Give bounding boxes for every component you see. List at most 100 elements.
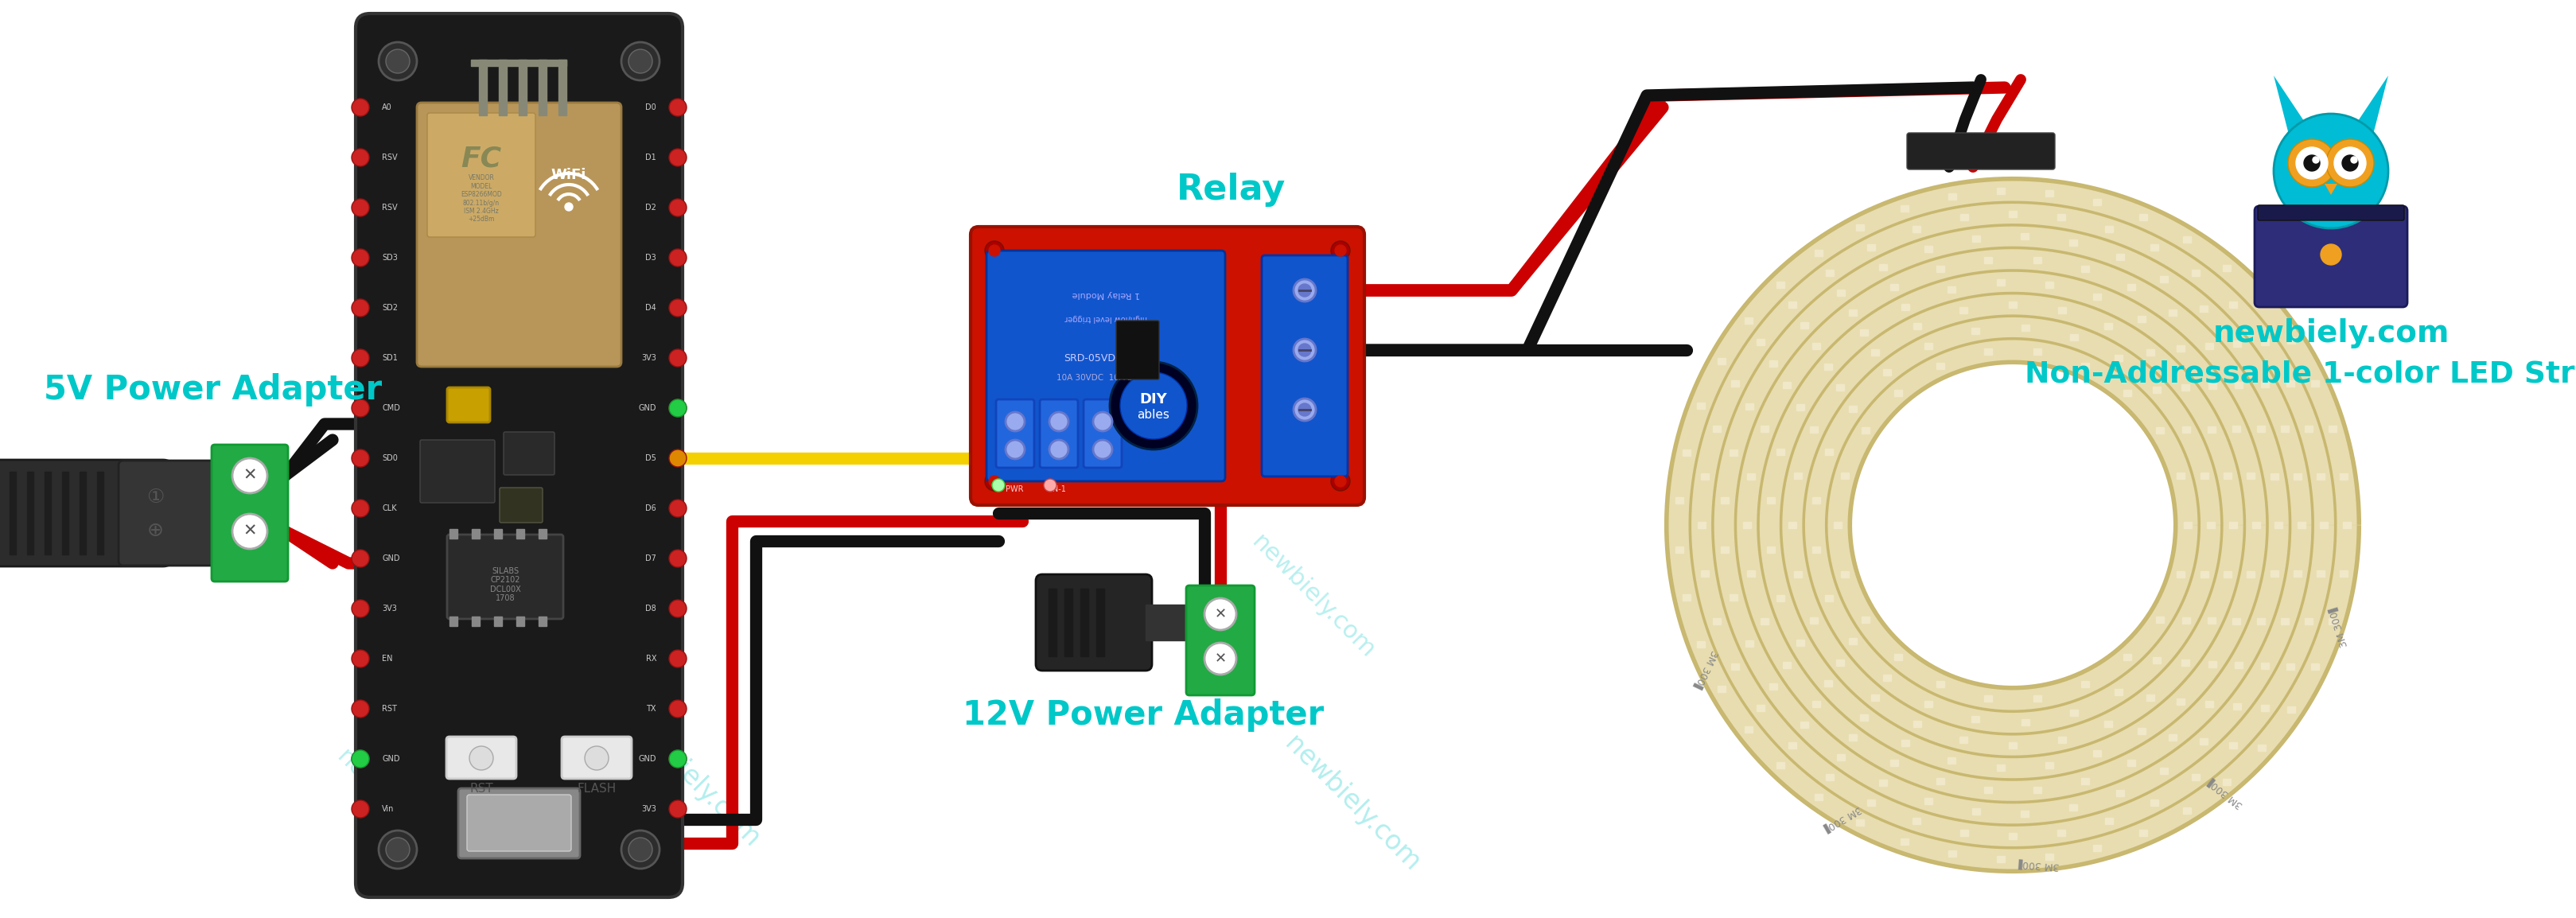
Bar [2223, 778, 2231, 785]
Circle shape [1293, 279, 1316, 301]
Bar [1947, 286, 1955, 293]
Bar [1883, 369, 1891, 375]
Bar [2257, 426, 2264, 432]
Bar [2069, 804, 2076, 811]
Bar [538, 60, 546, 116]
Circle shape [1005, 440, 1025, 459]
Bar [1728, 449, 1736, 455]
FancyBboxPatch shape [417, 103, 621, 366]
Bar [1878, 779, 1886, 786]
Circle shape [1206, 599, 1236, 630]
Bar [2321, 521, 2329, 528]
Bar [1860, 330, 1868, 336]
Bar [2311, 664, 2318, 670]
Bar [1814, 342, 1821, 349]
Bar [1826, 270, 1834, 276]
Text: SD1: SD1 [381, 354, 397, 362]
Bar [2257, 744, 2264, 751]
Text: SD0: SD0 [381, 454, 397, 462]
Bar [1837, 754, 1844, 760]
Bar [2182, 807, 2190, 813]
Circle shape [232, 514, 268, 549]
FancyBboxPatch shape [1041, 399, 1077, 468]
Bar [2275, 521, 2282, 528]
Bar [2208, 426, 2215, 432]
Circle shape [2334, 147, 2365, 179]
Circle shape [670, 750, 688, 767]
Bar [1747, 641, 1754, 647]
Bar [2022, 811, 2030, 817]
Bar [2233, 703, 2241, 710]
FancyBboxPatch shape [1036, 575, 1151, 671]
Bar [1824, 595, 1834, 601]
Circle shape [629, 837, 652, 861]
Bar [1947, 194, 1955, 199]
Bar [2269, 571, 2277, 577]
Bar [2081, 266, 2089, 273]
Text: Relay: Relay [1177, 173, 1285, 207]
Bar [1937, 266, 1945, 273]
Bar [2200, 473, 2208, 479]
Bar [2184, 521, 2192, 528]
Bar [2123, 389, 2130, 396]
Bar [1947, 757, 1955, 764]
Bar [2262, 663, 2269, 669]
Circle shape [1293, 339, 1316, 361]
Circle shape [670, 499, 688, 517]
Bar [1914, 323, 1922, 330]
Bar [1713, 618, 1721, 624]
Bar [1793, 571, 1801, 577]
Circle shape [1110, 362, 1198, 450]
Circle shape [621, 831, 659, 868]
Bar [1767, 498, 1775, 504]
Text: DIY: DIY [1139, 392, 1167, 407]
FancyBboxPatch shape [1262, 255, 1347, 476]
Bar [1924, 246, 1932, 252]
Bar [2182, 659, 2190, 666]
Circle shape [992, 479, 1005, 492]
Circle shape [1092, 412, 1113, 431]
Text: 5V Power Adapter: 5V Power Adapter [44, 373, 381, 407]
Circle shape [1332, 472, 1350, 491]
Bar [2094, 294, 2102, 300]
Text: D7: D7 [647, 554, 657, 563]
Bar [1860, 714, 1868, 721]
Bar [1824, 364, 1832, 370]
Bar [1744, 521, 1752, 528]
Bar [2182, 427, 2190, 433]
Circle shape [353, 299, 368, 317]
Bar [1855, 225, 1865, 231]
Bar [2269, 473, 2277, 479]
Bar [2192, 270, 2200, 276]
Bar [1973, 236, 1981, 242]
Text: 3M 300▌: 3M 300▌ [2202, 774, 2246, 810]
Bar [1757, 339, 1765, 345]
Bar [2208, 383, 2215, 389]
FancyBboxPatch shape [448, 387, 489, 422]
Bar [2123, 655, 2130, 660]
Bar [1801, 722, 1808, 728]
Text: D1: D1 [647, 153, 657, 162]
Circle shape [670, 399, 688, 417]
Bar [2169, 734, 2177, 741]
Bar [1960, 737, 1968, 744]
Bar [2177, 698, 2184, 704]
Bar [2105, 818, 2112, 824]
Bar [1850, 309, 1857, 316]
Text: TX: TX [647, 705, 657, 712]
Text: 3M 300▌: 3M 300▌ [1690, 648, 1718, 693]
Bar [479, 60, 487, 116]
Text: RST: RST [469, 783, 492, 795]
FancyBboxPatch shape [459, 789, 580, 858]
Bar [2161, 767, 2169, 774]
Bar [2233, 618, 2241, 624]
Bar [1837, 385, 1844, 391]
Bar [1721, 546, 1728, 553]
Circle shape [670, 149, 688, 166]
Circle shape [1005, 412, 1025, 431]
Bar [2032, 257, 2040, 263]
Bar [1674, 498, 1685, 504]
Bar [1146, 605, 1185, 641]
Bar [2117, 254, 2125, 261]
Bar [2146, 694, 2154, 700]
